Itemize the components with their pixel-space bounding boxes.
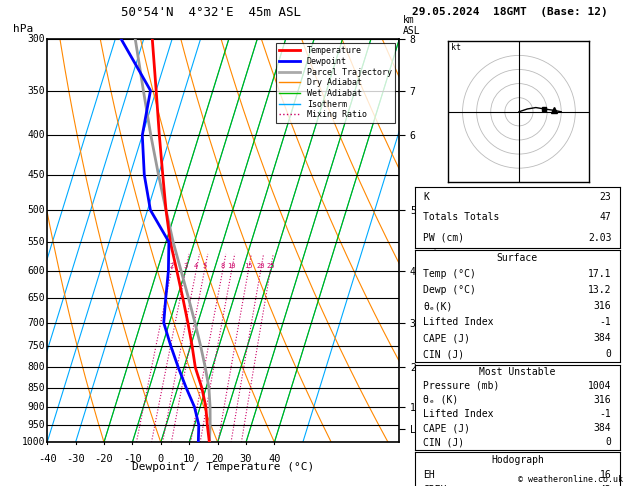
Text: 316: 316 [594, 395, 611, 405]
Text: CIN (J): CIN (J) [423, 437, 464, 448]
Y-axis label: Mixing Ratio (g/kg): Mixing Ratio (g/kg) [430, 185, 440, 296]
Text: 500: 500 [28, 205, 45, 215]
Text: 2.03: 2.03 [588, 233, 611, 243]
Text: Surface: Surface [497, 253, 538, 263]
Text: 650: 650 [28, 293, 45, 303]
Text: 10: 10 [227, 263, 236, 269]
Text: 750: 750 [28, 341, 45, 351]
Text: -10: -10 [123, 453, 142, 464]
Text: -20: -20 [94, 453, 113, 464]
Text: 400: 400 [28, 130, 45, 140]
Text: 450: 450 [28, 170, 45, 180]
Text: PW (cm): PW (cm) [423, 233, 464, 243]
Text: kt: kt [451, 43, 461, 52]
Text: SREH: SREH [423, 485, 447, 486]
Text: Most Unstable: Most Unstable [479, 366, 555, 377]
Text: 42: 42 [599, 485, 611, 486]
Text: Lifted Index: Lifted Index [423, 409, 494, 419]
Legend: Temperature, Dewpoint, Parcel Trajectory, Dry Adiabat, Wet Adiabat, Isotherm, Mi: Temperature, Dewpoint, Parcel Trajectory… [276, 43, 395, 122]
Text: 1000: 1000 [22, 437, 45, 447]
Text: -1: -1 [599, 317, 611, 327]
Text: 10: 10 [183, 453, 196, 464]
Text: Temp (°C): Temp (°C) [423, 269, 476, 279]
Text: 0: 0 [606, 437, 611, 448]
Text: 29.05.2024  18GMT  (Base: 12): 29.05.2024 18GMT (Base: 12) [412, 7, 608, 17]
Text: 2: 2 [169, 263, 174, 269]
Text: 384: 384 [594, 423, 611, 434]
Text: 47: 47 [599, 212, 611, 223]
Text: 950: 950 [28, 420, 45, 430]
Text: EH: EH [423, 469, 435, 480]
Text: 700: 700 [28, 318, 45, 328]
Text: 800: 800 [28, 363, 45, 372]
Text: 15: 15 [244, 263, 252, 269]
Text: Lifted Index: Lifted Index [423, 317, 494, 327]
Text: km
ASL: km ASL [403, 15, 420, 36]
Text: CIN (J): CIN (J) [423, 349, 464, 359]
Text: 20: 20 [256, 263, 265, 269]
Text: θₑ(K): θₑ(K) [423, 301, 453, 311]
Text: CAPE (J): CAPE (J) [423, 333, 470, 343]
Text: 300: 300 [28, 34, 45, 44]
Text: 16: 16 [599, 469, 611, 480]
Text: 600: 600 [28, 266, 45, 276]
Text: 4: 4 [194, 263, 198, 269]
Text: Dewp (°C): Dewp (°C) [423, 285, 476, 295]
Text: 8: 8 [220, 263, 225, 269]
Text: 0: 0 [158, 453, 164, 464]
Text: 20: 20 [211, 453, 224, 464]
Text: hPa: hPa [13, 24, 33, 34]
Text: 0: 0 [606, 349, 611, 359]
Text: 850: 850 [28, 383, 45, 393]
Text: 23: 23 [599, 192, 611, 202]
Text: K: K [423, 192, 429, 202]
Text: CAPE (J): CAPE (J) [423, 423, 470, 434]
Text: -30: -30 [66, 453, 85, 464]
Text: 25: 25 [266, 263, 274, 269]
Text: 40: 40 [268, 453, 281, 464]
X-axis label: Dewpoint / Temperature (°C): Dewpoint / Temperature (°C) [132, 462, 314, 472]
Text: -40: -40 [38, 453, 57, 464]
Text: 5: 5 [203, 263, 206, 269]
Text: 17.1: 17.1 [588, 269, 611, 279]
Text: Pressure (mb): Pressure (mb) [423, 381, 499, 391]
Text: 350: 350 [28, 86, 45, 96]
Text: Totals Totals: Totals Totals [423, 212, 499, 223]
Text: 1004: 1004 [588, 381, 611, 391]
Text: 30: 30 [240, 453, 252, 464]
Text: Hodograph: Hodograph [491, 454, 544, 465]
Text: 316: 316 [594, 301, 611, 311]
Text: 13.2: 13.2 [588, 285, 611, 295]
Text: 550: 550 [28, 237, 45, 247]
Text: 50°54'N  4°32'E  45m ASL: 50°54'N 4°32'E 45m ASL [121, 6, 301, 19]
Text: 384: 384 [594, 333, 611, 343]
Text: θₑ (K): θₑ (K) [423, 395, 459, 405]
Text: © weatheronline.co.uk: © weatheronline.co.uk [518, 474, 623, 484]
Text: 900: 900 [28, 402, 45, 412]
Text: -1: -1 [599, 409, 611, 419]
Text: 3: 3 [184, 263, 187, 269]
